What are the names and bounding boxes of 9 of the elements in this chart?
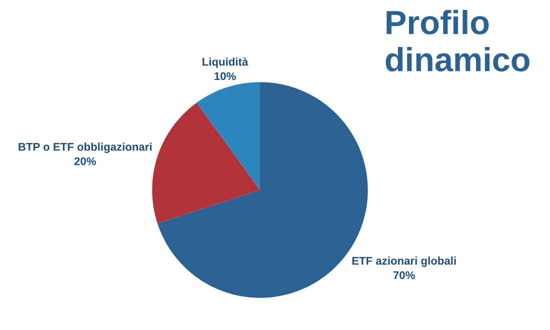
pie-slice [152, 102, 260, 224]
slice-label: Liquidità [202, 57, 248, 68]
data-label: 70% [393, 271, 415, 280]
chart-title: Profilo dinamico [386, 10, 530, 72]
data-label: 10% [214, 72, 236, 80]
slice-label: ETF azionari globali [352, 256, 456, 267]
slice-label: BTP o ETF obbligazionari [18, 142, 152, 154]
data-label: 20% [74, 157, 96, 166]
pie-slice [196, 82, 260, 190]
